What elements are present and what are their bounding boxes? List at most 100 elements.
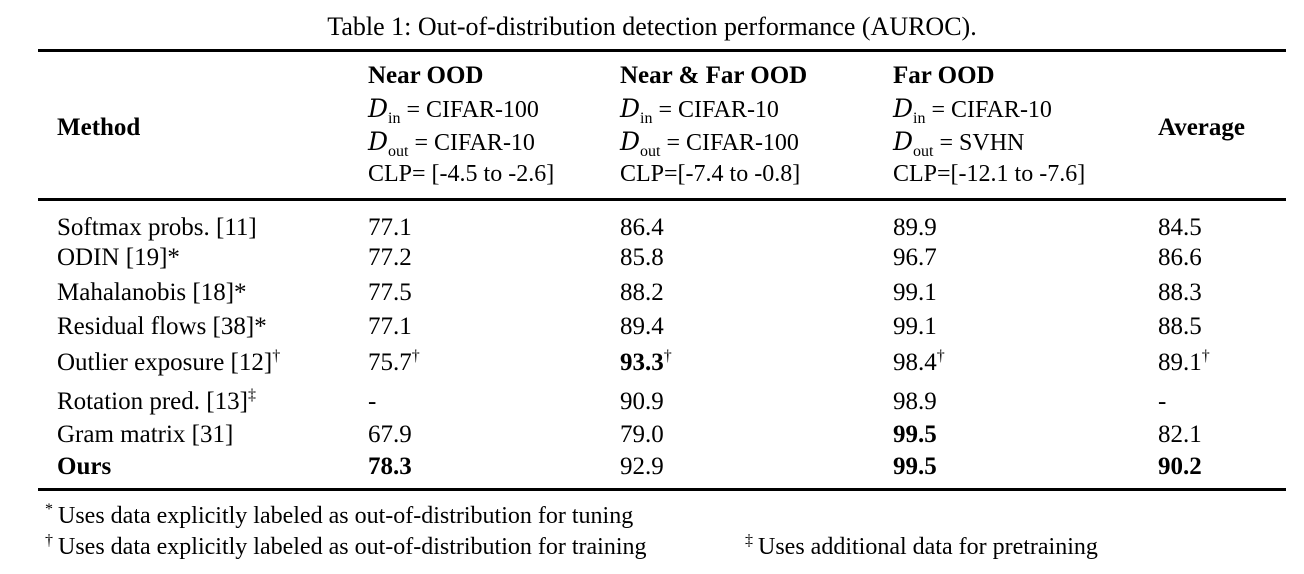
d-out-line: Dout = CIFAR-10 — [368, 125, 554, 160]
method-cell: Gram matrix [31] — [57, 421, 234, 448]
table-row: Ours 78.3 92.9 99.5 90.2 — [0, 450, 1304, 484]
table-caption: Table 1: Out-of-distribution detection p… — [327, 12, 977, 41]
d-out-value: = CIFAR-10 — [414, 130, 535, 156]
d-out-subscript: out — [388, 142, 409, 160]
d-in-value: = CIFAR-10 — [931, 97, 1052, 123]
value-cell: 90.2 — [1158, 453, 1202, 480]
value-cell: 75.7† — [368, 347, 420, 376]
table-row: Gram matrix [31] 67.9 79.0 99.5 82.1 — [0, 418, 1304, 452]
d-out-value: = CIFAR-100 — [666, 130, 799, 156]
mathcal-d: D — [368, 127, 389, 156]
footnote-text: Uses additional data for pretraining — [758, 534, 1098, 560]
value-cell: 93.3† — [620, 347, 672, 376]
footnote-text: Uses data explicitly labeled as out-of-d… — [58, 534, 647, 560]
table-bottom-rule — [38, 488, 1286, 491]
asterisk-marker: * — [45, 501, 53, 518]
method-cell: Mahalanobis [18]* — [57, 279, 247, 306]
value-cell: 89.1† — [1158, 347, 1210, 376]
value-cell: 88.2 — [620, 279, 664, 306]
d-in-subscript: in — [640, 109, 653, 127]
table-mid-rule — [38, 198, 1286, 201]
mathcal-d: D — [893, 94, 914, 123]
d-out-line: Dout = CIFAR-100 — [620, 125, 807, 160]
table-row: Residual flows [38]* 77.1 89.4 99.1 88.5 — [0, 310, 1304, 344]
value-cell: 82.1 — [1158, 421, 1202, 448]
footnote-text: Uses data explicitly labeled as out-of-d… — [58, 503, 634, 529]
dagger-superscript: ‡ — [247, 386, 256, 404]
d-in-subscript: in — [913, 109, 926, 127]
value-cell: 79.0 — [620, 421, 664, 448]
d-out-line: Dout = SVHN — [893, 125, 1085, 160]
mathcal-d: D — [893, 127, 914, 156]
value-cell: 84.5 — [1158, 214, 1202, 241]
dagger-superscript: † — [663, 347, 672, 365]
value-cell: 99.5 — [893, 453, 937, 480]
d-in-line: Din = CIFAR-100 — [368, 92, 554, 127]
group-name: Far OOD — [893, 62, 995, 89]
d-in-value: = CIFAR-100 — [406, 97, 539, 123]
dagger-marker: † — [45, 532, 53, 549]
clp-line: CLP=[-12.1 to -7.6] — [893, 161, 1086, 187]
value-cell: 67.9 — [368, 421, 412, 448]
dagger-superscript: † — [936, 347, 945, 365]
col-header-method: Method — [57, 114, 141, 141]
value-cell: 98.4† — [893, 347, 945, 376]
dagger-superscript: † — [272, 347, 281, 365]
dagger-superscript: † — [1201, 347, 1210, 365]
method-cell: Residual flows [38]* — [57, 313, 267, 340]
value-cell: 85.8 — [620, 244, 664, 271]
d-out-subscript: out — [640, 142, 661, 160]
table-row: Outlier exposure [12]† 75.7† 93.3† 98.4† 89.… — [0, 346, 1304, 380]
mathcal-d: D — [620, 94, 641, 123]
clp-line: CLP= [-4.5 to -2.6] — [368, 161, 555, 187]
value-cell: 96.7 — [893, 244, 937, 271]
d-in-subscript: in — [388, 109, 401, 127]
footnote-tuning: * Uses data explicitly labeled as out-of-… — [45, 501, 633, 531]
footnote-pretraining: ‡ Uses additional data for pretraining — [745, 532, 1098, 562]
d-in-value: = CIFAR-10 — [658, 97, 779, 123]
value-cell: 99.1 — [893, 313, 937, 340]
d-out-value: = SVHN — [939, 130, 1025, 156]
mathcal-d: D — [620, 127, 641, 156]
d-in-line: Din = CIFAR-10 — [620, 92, 807, 127]
mathcal-d: D — [368, 94, 389, 123]
value-cell: 99.5 — [893, 421, 937, 448]
value-cell: 99.1 — [893, 279, 937, 306]
value-cell: - — [1158, 388, 1167, 415]
value-cell: 88.5 — [1158, 313, 1202, 340]
value-cell: 92.9 — [620, 453, 664, 480]
dagger-superscript: † — [411, 347, 420, 365]
d-in-line: Din = CIFAR-10 — [893, 92, 1085, 127]
method-cell: Outlier exposure [12]† — [57, 347, 281, 376]
table-top-rule — [38, 49, 1286, 52]
value-cell: 77.1 — [368, 313, 412, 340]
table-row: Rotation pred. [13]‡ - 90.9 98.9 - — [0, 385, 1304, 419]
value-cell: 88.3 — [1158, 279, 1202, 306]
value-cell: 90.9 — [620, 388, 664, 415]
value-cell: 86.6 — [1158, 244, 1202, 271]
col-group-far-ood: Far OOD Din = CIFAR-10 Dout = SVHN CLP=[-1… — [893, 59, 1085, 191]
table-row: Softmax probs. [11] 77.1 86.4 89.9 84.5 — [0, 211, 1304, 245]
value-cell: 98.9 — [893, 388, 937, 415]
value-cell: - — [368, 388, 377, 415]
col-header-average: Average — [1158, 114, 1245, 141]
group-name: Near & Far OOD — [620, 62, 808, 89]
group-name: Near OOD — [368, 62, 484, 89]
value-cell: 86.4 — [620, 214, 664, 241]
value-cell: 77.1 — [368, 214, 412, 241]
d-out-subscript: out — [913, 142, 934, 160]
table-row: ODIN [19]* 77.2 85.8 96.7 86.6 — [0, 241, 1304, 275]
method-cell: Softmax probs. [11] — [57, 214, 257, 241]
value-cell: 77.2 — [368, 244, 412, 271]
value-cell: 89.9 — [893, 214, 937, 241]
col-group-near-ood: Near OOD Din = CIFAR-100 Dout = CIFAR-10 C… — [368, 59, 554, 191]
value-cell: 77.5 — [368, 279, 412, 306]
double-dagger-marker: ‡ — [745, 532, 753, 549]
method-cell: ODIN [19]* — [57, 244, 180, 271]
method-cell: Rotation pred. [13]‡ — [57, 386, 256, 415]
clp-line: CLP=[-7.4 to -0.8] — [620, 161, 801, 187]
value-cell: 89.4 — [620, 313, 664, 340]
footnote-training: † Uses data explicitly labeled as out-of-… — [45, 532, 647, 562]
table-row: Mahalanobis [18]* 77.5 88.2 99.1 88.3 — [0, 276, 1304, 310]
